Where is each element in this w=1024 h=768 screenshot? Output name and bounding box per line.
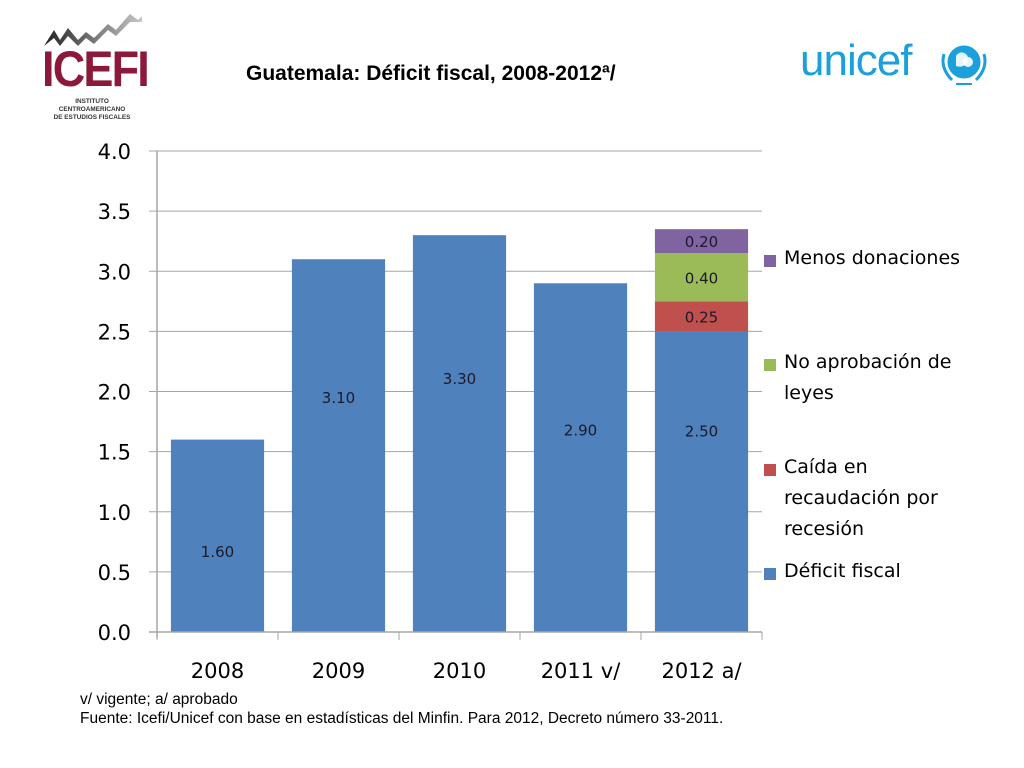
bar-deficit-2012a bbox=[654, 331, 749, 632]
legend-swatch-deficit bbox=[764, 568, 776, 580]
footnote-source: Fuente: Icefi/Unicef con base en estadís… bbox=[80, 710, 724, 727]
footnote-abbreviations: v/ vigente; a/ aprobado bbox=[80, 691, 238, 708]
unicef-logo: unicef bbox=[798, 34, 998, 94]
legend-swatch-donaciones bbox=[764, 255, 776, 267]
y-tick-label: 3.5 bbox=[98, 200, 131, 224]
x-tick-label: 2012 a/ bbox=[661, 659, 742, 683]
chart-title: Guatemala: Déficit fiscal, 2008-2012ª/ bbox=[246, 62, 616, 85]
legend-swatch-no-aprobacion bbox=[764, 359, 776, 371]
bar-deficit-2010 bbox=[412, 235, 507, 633]
y-tick-label: 2.0 bbox=[98, 381, 131, 405]
bar-donaciones-2012a bbox=[654, 229, 749, 254]
icefi-subtitle: INSTITUTO CENTROAMERICANO DE ESTUDIOS FI… bbox=[44, 98, 140, 122]
data-labels: 1.60 3.10 3.30 2.90 2.50 0.25 0.40 0.20 bbox=[201, 233, 718, 561]
bar-caida-2012a bbox=[654, 301, 749, 332]
y-tick-label: 0.5 bbox=[98, 561, 131, 585]
data-label: 2.50 bbox=[685, 423, 718, 441]
bar-deficit-2008 bbox=[170, 439, 265, 632]
bar-deficit-2011v bbox=[533, 283, 628, 632]
legend-item-no-aprobacion: No aprobación de leyes bbox=[764, 351, 964, 409]
y-tick-label: 3.0 bbox=[98, 260, 131, 284]
footnotes: v/ vigente; a/ aprobado Fuente: Icefi/Un… bbox=[80, 690, 723, 728]
x-tick-label: 2008 bbox=[191, 659, 244, 683]
unicef-wordmark: unicef bbox=[800, 36, 912, 85]
data-label: 1.60 bbox=[201, 543, 234, 561]
legend-label: Caída en recaudación por recesión bbox=[784, 456, 938, 540]
icefi-wordmark: ICEFI bbox=[42, 41, 150, 97]
icefi-subtitle-line1: INSTITUTO CENTROAMERICANO bbox=[58, 98, 126, 113]
legend-item-caida-recaudacion: Caída en recaudación por recesión bbox=[764, 456, 964, 545]
legend-label: Déficit fiscal bbox=[784, 560, 901, 582]
x-tick-label: 2010 bbox=[433, 659, 486, 683]
bar-deficit-2009 bbox=[291, 259, 386, 632]
data-label: 3.30 bbox=[443, 370, 476, 388]
y-tick-label: 1.0 bbox=[98, 501, 131, 525]
legend-item-deficit-fiscal: Déficit fiscal bbox=[764, 560, 964, 587]
icefi-logo: ICEFI INSTITUTO CENTROAMERICANO DE ESTUD… bbox=[38, 10, 150, 122]
data-label: 3.10 bbox=[322, 389, 355, 407]
data-label: 2.90 bbox=[564, 422, 597, 440]
y-tick-label: 0.0 bbox=[98, 621, 131, 645]
y-tick-label: 2.5 bbox=[98, 320, 131, 344]
legend-label: Menos donaciones bbox=[784, 247, 961, 269]
bars bbox=[170, 229, 749, 633]
y-tick-label: 1.5 bbox=[98, 441, 131, 465]
data-label: 0.25 bbox=[685, 308, 718, 326]
bar-no_aprobacion-2012a bbox=[654, 253, 749, 302]
axes: 0.0 0.5 1.0 1.5 2.0 2.5 3.0 3.5 4.0 2008 2009 2010 2… bbox=[98, 140, 763, 683]
x-tick-label: 2011 v/ bbox=[541, 659, 622, 683]
legend-item-menos-donaciones: Menos donaciones bbox=[764, 247, 964, 274]
data-label: 0.20 bbox=[685, 233, 718, 251]
legend-label: No aprobación de leyes bbox=[784, 351, 952, 404]
y-tick-label: 4.0 bbox=[98, 140, 131, 164]
icefi-subtitle-line2: DE ESTUDIOS FISCALES bbox=[53, 114, 131, 121]
unicef-emblem-icon bbox=[941, 44, 987, 85]
legend-swatch-caida bbox=[764, 464, 776, 476]
mountain-graph-icon bbox=[44, 14, 142, 46]
data-label: 0.40 bbox=[685, 269, 718, 287]
x-tick-label: 2009 bbox=[312, 659, 365, 683]
